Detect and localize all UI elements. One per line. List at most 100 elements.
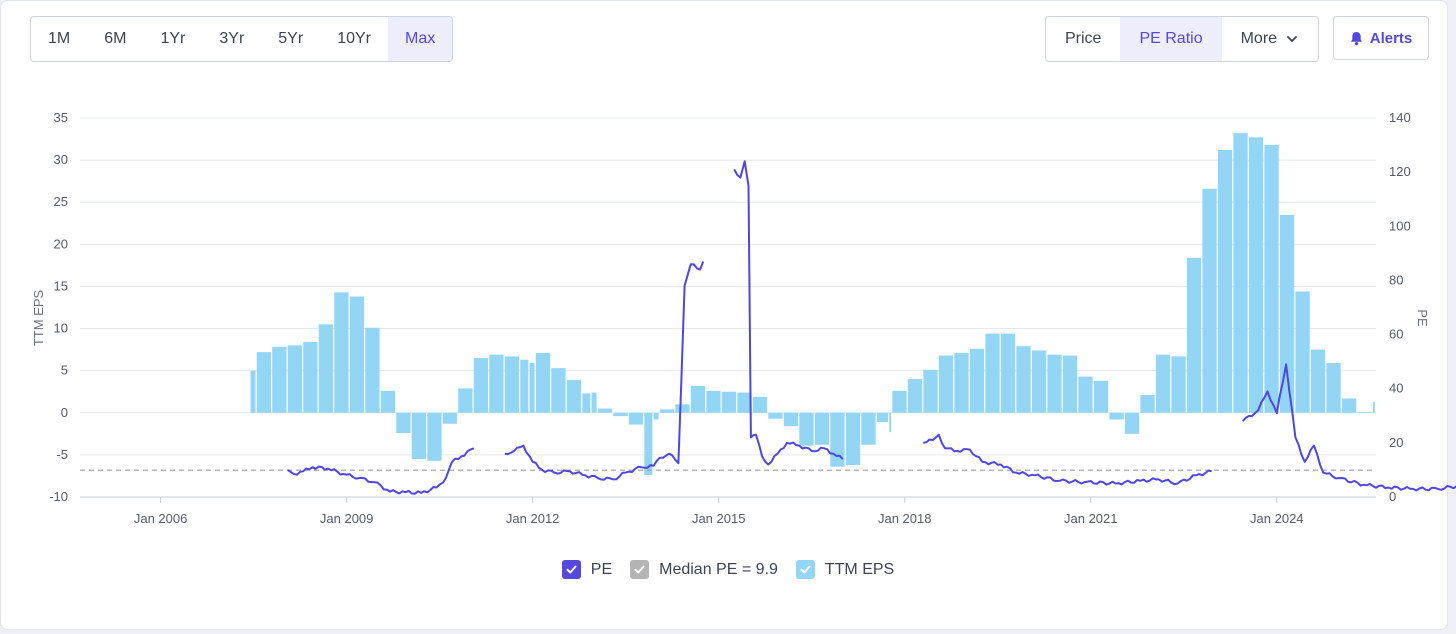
- right-axis-label: PE: [1415, 309, 1430, 327]
- legend-eps-toggle[interactable]: TTM EPS: [795, 560, 894, 579]
- eps-bar: [504, 356, 520, 413]
- legend-pe-label: PE: [590, 560, 613, 578]
- left-tick-label: 20: [54, 236, 68, 251]
- eps-bar: [1341, 398, 1357, 413]
- metric-selector: Price PE Ratio More: [1045, 16, 1320, 62]
- alerts-button[interactable]: Alerts: [1333, 16, 1429, 60]
- x-tick-label: Jan 2009: [320, 511, 374, 526]
- eps-bar: [653, 412, 659, 420]
- legend-median-label: Median PE = 9.9: [659, 560, 778, 578]
- right-tick-label: 100: [1389, 218, 1411, 233]
- eps-bar: [250, 370, 256, 413]
- range-5yr-button[interactable]: 5Yr: [278, 30, 304, 47]
- eps-bar: [473, 358, 489, 413]
- eps-bar: [303, 342, 318, 413]
- eps-bar: [1233, 133, 1248, 413]
- alerts-label: Alerts: [1369, 29, 1413, 47]
- eps-bar: [1202, 188, 1217, 413]
- eps-bar: [737, 392, 752, 413]
- eps-bar: [706, 390, 721, 413]
- eps-bar: [1186, 257, 1202, 413]
- pe-line-segment: [504, 261, 705, 481]
- eps-bar: [923, 369, 938, 413]
- eps-bar: [582, 393, 591, 413]
- price-view-label: Price: [1065, 30, 1102, 47]
- eps-bar: [954, 352, 969, 413]
- eps-bar: [272, 347, 287, 413]
- left-tick-label: 25: [54, 194, 68, 209]
- eps-bar: [529, 363, 535, 413]
- eps-bar: [349, 296, 365, 413]
- eps-bar: [1062, 355, 1078, 413]
- right-tick-label: 40: [1389, 381, 1403, 396]
- range-1m-button[interactable]: 1M: [48, 30, 71, 47]
- bell-icon: [1350, 31, 1362, 45]
- eps-bar: [380, 390, 396, 413]
- left-tick-label: 5: [61, 363, 68, 378]
- range-6m-button[interactable]: 6M: [104, 30, 127, 47]
- left-tick-label: 0: [61, 405, 68, 420]
- eps-bar: [1248, 137, 1264, 413]
- eps-bar: [876, 412, 889, 423]
- eps-bar: [427, 412, 442, 461]
- right-tick-label: 120: [1389, 164, 1411, 179]
- x-tick-label: Jan 2012: [506, 511, 560, 526]
- price-view-button[interactable]: Price: [1046, 17, 1120, 61]
- checkbox-checked-icon: [795, 560, 815, 579]
- right-tick-label: 80: [1389, 272, 1403, 287]
- eps-bar: [752, 396, 768, 413]
- more-dropdown-button[interactable]: More: [1222, 17, 1318, 61]
- more-label: More: [1240, 30, 1278, 47]
- eps-bar: [1264, 144, 1279, 413]
- eps-bar: [644, 412, 653, 476]
- x-tick-label: Jan 2018: [878, 511, 932, 526]
- eps-bar: [907, 379, 923, 413]
- left-tick-label: 30: [54, 152, 68, 167]
- range-3yr-button[interactable]: 3Yr: [219, 30, 245, 47]
- eps-bar: [613, 412, 628, 417]
- eps-bar: [721, 391, 737, 413]
- eps-bar: [861, 412, 876, 445]
- pe-ratio-chart: 35 30 25 20 15 10 5 0 -5 -10 140 120 100 80 60 40 20 0 Jan…: [31, 110, 1456, 526]
- eps-bar: [1047, 354, 1062, 413]
- eps-bar: [1078, 376, 1093, 413]
- eps-bar: [845, 412, 861, 465]
- range-10yr-button[interactable]: 10Yr: [337, 30, 371, 47]
- eps-bar: [675, 404, 690, 413]
- eps-bar: [783, 412, 799, 427]
- eps-bar: [628, 412, 644, 425]
- eps-bar: [396, 412, 411, 433]
- eps-bar: [659, 409, 675, 413]
- eps-bar: [1372, 401, 1375, 413]
- left-tick-label: 15: [54, 278, 68, 293]
- eps-bar: [1171, 356, 1186, 413]
- legend-pe-toggle[interactable]: PE: [561, 560, 613, 579]
- eps-bar: [1217, 150, 1233, 413]
- left-tick-label: -10: [49, 489, 68, 504]
- eps-bar: [458, 388, 473, 413]
- x-tick-label: Jan 2015: [692, 511, 746, 526]
- pe-line-segment: [1241, 363, 1456, 492]
- range-max-button[interactable]: Max: [387, 17, 453, 61]
- range-1yr-button[interactable]: 1Yr: [160, 30, 186, 47]
- eps-bar: [489, 354, 504, 413]
- eps-bar: [1295, 291, 1310, 413]
- pe-line-segment: [923, 433, 1212, 486]
- legend-median-toggle[interactable]: Median PE = 9.9: [630, 560, 778, 579]
- left-axis-label: TTM EPS: [31, 290, 46, 347]
- eps-bar: [1109, 412, 1124, 420]
- eps-bar: [1310, 349, 1326, 413]
- eps-bar: [1140, 395, 1155, 413]
- pe-line-segment: [287, 447, 475, 495]
- pe-ratio-view-button[interactable]: PE Ratio: [1120, 17, 1222, 61]
- eps-bar: [551, 368, 566, 413]
- eps-bar: [535, 352, 551, 413]
- left-tick-label: -5: [56, 447, 68, 462]
- eps-bar: [1124, 412, 1140, 434]
- eps-bar: [1326, 363, 1341, 413]
- right-tick-label: 140: [1389, 110, 1411, 125]
- chevron-down-icon: [1287, 36, 1297, 42]
- eps-bar: [591, 392, 597, 413]
- eps-bar: [256, 352, 272, 413]
- eps-bar: [889, 412, 892, 433]
